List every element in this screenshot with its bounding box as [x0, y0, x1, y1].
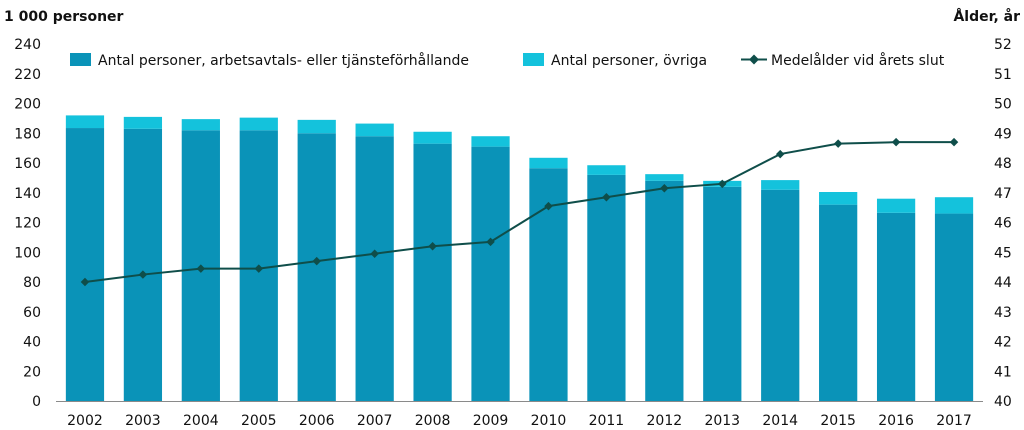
left-axis-title: 1 000 personer: [4, 9, 124, 25]
age-point: [138, 270, 148, 279]
bar-employment: [65, 128, 105, 401]
right-tick-label: 52: [994, 37, 1012, 53]
bar-series: [56, 115, 983, 402]
legend-label-other: Antal personer, övriga: [551, 53, 707, 69]
bar-other: [413, 131, 452, 144]
bar-employment: [123, 128, 163, 401]
legend-marker-age: [749, 54, 759, 65]
right-tick-label: 40: [994, 394, 1012, 410]
age-point: [312, 256, 321, 266]
bar-other: [355, 123, 394, 137]
bar-employment: [297, 133, 336, 401]
bar-other: [239, 117, 278, 131]
right-tick-label: 45: [994, 245, 1012, 261]
right-tick-label: 46: [994, 216, 1012, 232]
x-tick-label: 2013: [704, 413, 740, 429]
left-tick-label: 60: [23, 305, 41, 321]
x-tick-label: 2012: [647, 413, 683, 429]
right-tick-label: 51: [994, 67, 1012, 83]
x-tick-label: 2014: [762, 413, 798, 429]
legend: Antal personer, arbetsavtals- eller tjän…: [70, 52, 945, 69]
bar-other: [819, 192, 858, 205]
x-axis: 2002 2003 2004 2005 2006 2007 2008 2009 2010 2011…: [67, 413, 972, 429]
right-tick-label: 47: [994, 186, 1012, 202]
age-point: [428, 242, 437, 251]
x-tick-label: 2011: [589, 413, 625, 429]
age-line: [84, 141, 955, 283]
bar-other: [123, 116, 163, 129]
x-tick-label: 2017: [936, 413, 972, 429]
age-point: [254, 264, 264, 273]
right-tick-label: 49: [994, 126, 1012, 142]
left-tick-label: 40: [23, 335, 41, 351]
x-tick-label: 2005: [241, 413, 277, 429]
bar-other: [761, 180, 800, 190]
right-tick-label: 43: [994, 305, 1012, 321]
bar-other: [297, 119, 336, 134]
left-tick-label: 120: [14, 216, 41, 232]
bar-employment: [819, 204, 858, 401]
x-tick-label: 2009: [473, 413, 509, 429]
x-tick-label: 2002: [67, 413, 103, 429]
left-tick-label: 80: [23, 275, 41, 291]
bar-other: [934, 197, 974, 214]
left-tick-label: 200: [14, 97, 41, 113]
bar-employment: [587, 174, 626, 401]
x-tick-label: 2016: [878, 413, 914, 429]
left-tick-label: 140: [14, 186, 41, 202]
bar-other: [181, 119, 220, 131]
right-tick-label: 50: [994, 97, 1012, 113]
left-tick-label: 240: [14, 37, 41, 53]
legend-label-employment: Antal personer, arbetsavtals- eller tjän…: [98, 52, 469, 69]
bar-employment: [645, 180, 684, 401]
x-tick-label: 2004: [183, 413, 219, 429]
bar-employment: [876, 212, 916, 401]
age-point: [196, 264, 206, 273]
right-axis-title: Ålder, år: [953, 8, 1020, 25]
x-tick-label: 2010: [531, 413, 567, 429]
legend-label-age: Medelålder vid årets slut: [771, 52, 945, 69]
bar-employment: [761, 189, 800, 401]
x-tick-label: 2007: [357, 413, 393, 429]
bar-other: [65, 115, 105, 129]
x-tick-label: 2015: [820, 413, 856, 429]
age-point: [775, 149, 785, 159]
age-point: [833, 139, 843, 148]
left-axis: 0 20 40 60 80 100 120 140 160 180 200 220 240: [14, 37, 41, 410]
bar-other: [471, 136, 510, 147]
left-tick-label: 0: [32, 394, 41, 410]
bar-other: [645, 174, 684, 181]
left-tick-label: 180: [14, 126, 41, 142]
x-tick-label: 2003: [125, 413, 161, 429]
age-point: [891, 137, 901, 147]
x-tick-label: 2006: [299, 413, 335, 429]
age-point: [486, 237, 495, 247]
line-series: [80, 137, 959, 287]
age-point: [370, 249, 379, 258]
age-point: [949, 137, 959, 147]
bar-other: [529, 157, 568, 169]
right-tick-label: 44: [994, 275, 1012, 291]
right-axis: 40 41 42 43 44 45 46 47 48 49 50 51 52: [994, 37, 1012, 410]
left-tick-label: 160: [14, 156, 41, 172]
bar-other: [876, 198, 916, 213]
left-tick-label: 20: [23, 364, 41, 380]
x-tick-label: 2008: [415, 413, 451, 429]
legend-swatch-employment: [70, 53, 91, 66]
right-tick-label: 41: [994, 364, 1012, 380]
bar-other: [587, 165, 626, 175]
bar-employment: [355, 136, 394, 401]
age-point: [80, 277, 90, 287]
bar-employment: [471, 146, 510, 401]
bar-employment: [413, 143, 452, 401]
right-tick-label: 42: [994, 335, 1012, 351]
legend-swatch-other: [523, 53, 544, 66]
left-tick-label: 100: [14, 245, 41, 261]
left-tick-label: 220: [14, 67, 41, 83]
bar-employment: [703, 186, 742, 401]
right-tick-label: 48: [994, 156, 1012, 172]
bar-employment: [934, 213, 974, 401]
